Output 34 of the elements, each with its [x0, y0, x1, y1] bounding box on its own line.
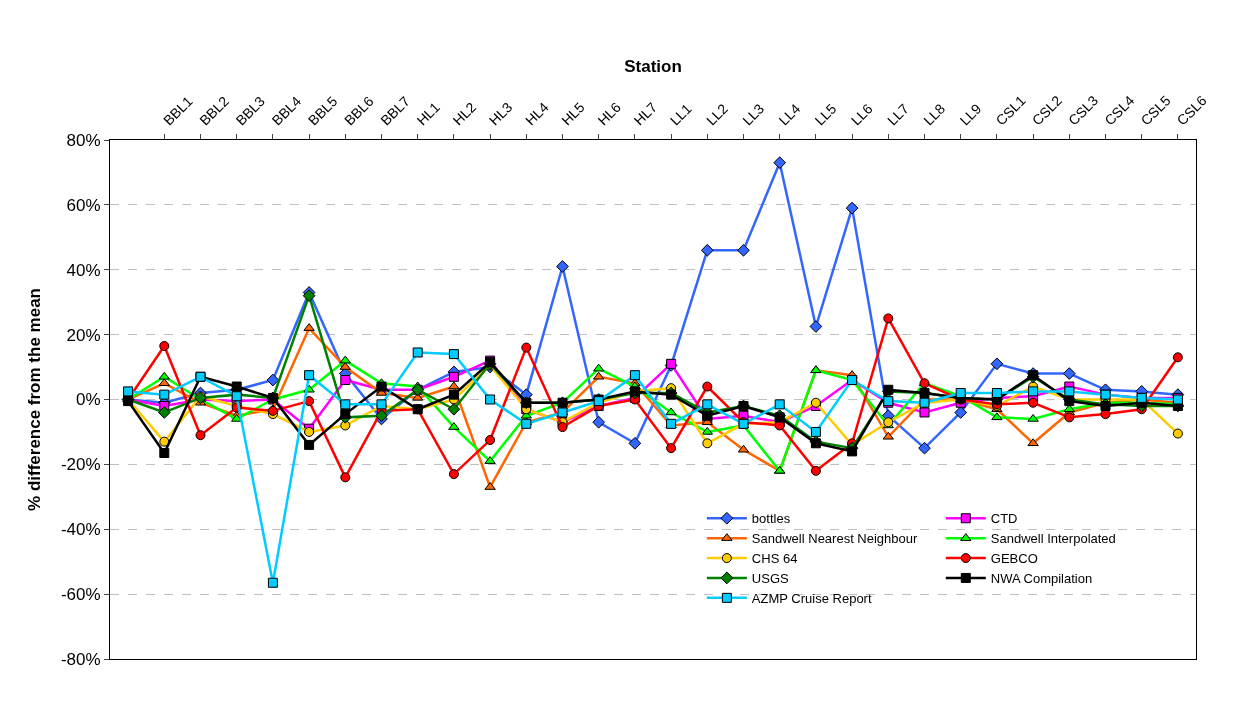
legend-label: CTD	[990, 511, 1018, 527]
x-tick-label: HL4	[522, 98, 552, 129]
x-axis-title: Station	[624, 56, 682, 76]
legend-label: bottles	[751, 511, 791, 527]
legend-label: GEBCO	[990, 551, 1038, 567]
x-tick-label: LL9	[956, 100, 985, 129]
y-tick-label: 20%	[66, 325, 101, 345]
x-tick-label: HL6	[594, 98, 625, 129]
legend-label: USGS	[751, 571, 790, 587]
y-tick-label: 0%	[76, 390, 101, 410]
legend-label: Sandwell Nearest Neighbour	[751, 531, 919, 547]
y-tick-label: 80%	[66, 130, 101, 150]
x-tick-label: LL5	[811, 100, 840, 129]
y-tick-label: -40%	[60, 520, 101, 540]
x-tick-label: LL1	[666, 100, 695, 129]
x-tick-label: LL7	[884, 100, 913, 129]
y-axis-title: % difference from the mean	[25, 288, 45, 511]
x-tick-label: LL2	[703, 100, 732, 129]
y-tick-label: 40%	[66, 260, 101, 280]
legend-label: Sandwell Interpolated	[990, 531, 1116, 547]
legend-label: CHS 64	[751, 551, 798, 567]
x-tick-label: HL3	[485, 98, 516, 129]
x-tick-label: LL3	[739, 100, 768, 129]
x-tick-label: HL2	[449, 98, 480, 129]
legend-label: AZMP Cruise Report	[751, 590, 872, 606]
x-tick-label: LL6	[847, 100, 876, 129]
x-tick-label: LL8	[920, 100, 949, 129]
y-tick-label: -60%	[60, 585, 101, 605]
y-tick-label: -20%	[60, 455, 101, 475]
x-tick-label: LL4	[775, 100, 804, 129]
x-tick-label: HL1	[413, 98, 444, 129]
y-tick-label: 60%	[66, 195, 101, 215]
y-tick-label: -80%	[60, 649, 101, 669]
legend-label: NWA Compilation	[990, 571, 1093, 587]
